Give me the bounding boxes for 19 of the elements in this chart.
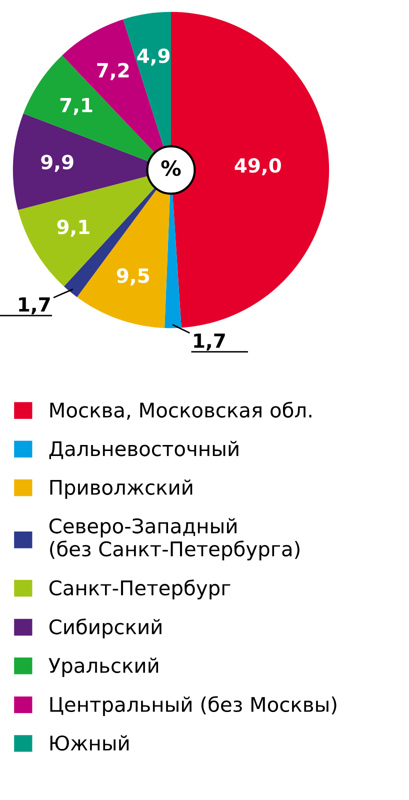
legend-label: Санкт-Петербург <box>49 580 230 600</box>
data-label: 1,7 <box>19 297 50 314</box>
data-label: 4,9 <box>137 48 170 66</box>
legend-label: Уральский <box>48 658 158 677</box>
data-label: 9,5 <box>116 268 150 286</box>
legend-label: Северо-Западный (без Санкт-Петербурга) <box>49 518 300 560</box>
data-label: 7,2 <box>97 62 129 80</box>
legend-label: Центральный (без Москвы) <box>50 696 336 716</box>
data-label: 49,0 <box>234 158 281 176</box>
legend-label: Москва, Московская обл. <box>50 402 312 420</box>
legend-label: Сибирский <box>49 618 162 638</box>
legend-label: Приволжский <box>50 479 192 499</box>
data-label: 1,7 <box>194 334 225 351</box>
legend-label: Дальневосточный <box>49 440 238 460</box>
data-label: 9,1 <box>57 220 90 237</box>
data-label: 9,9 <box>41 154 74 172</box>
text: % <box>161 160 181 176</box>
legend-label: Южный <box>50 735 129 751</box>
data-label: 7,1 <box>60 98 92 115</box>
